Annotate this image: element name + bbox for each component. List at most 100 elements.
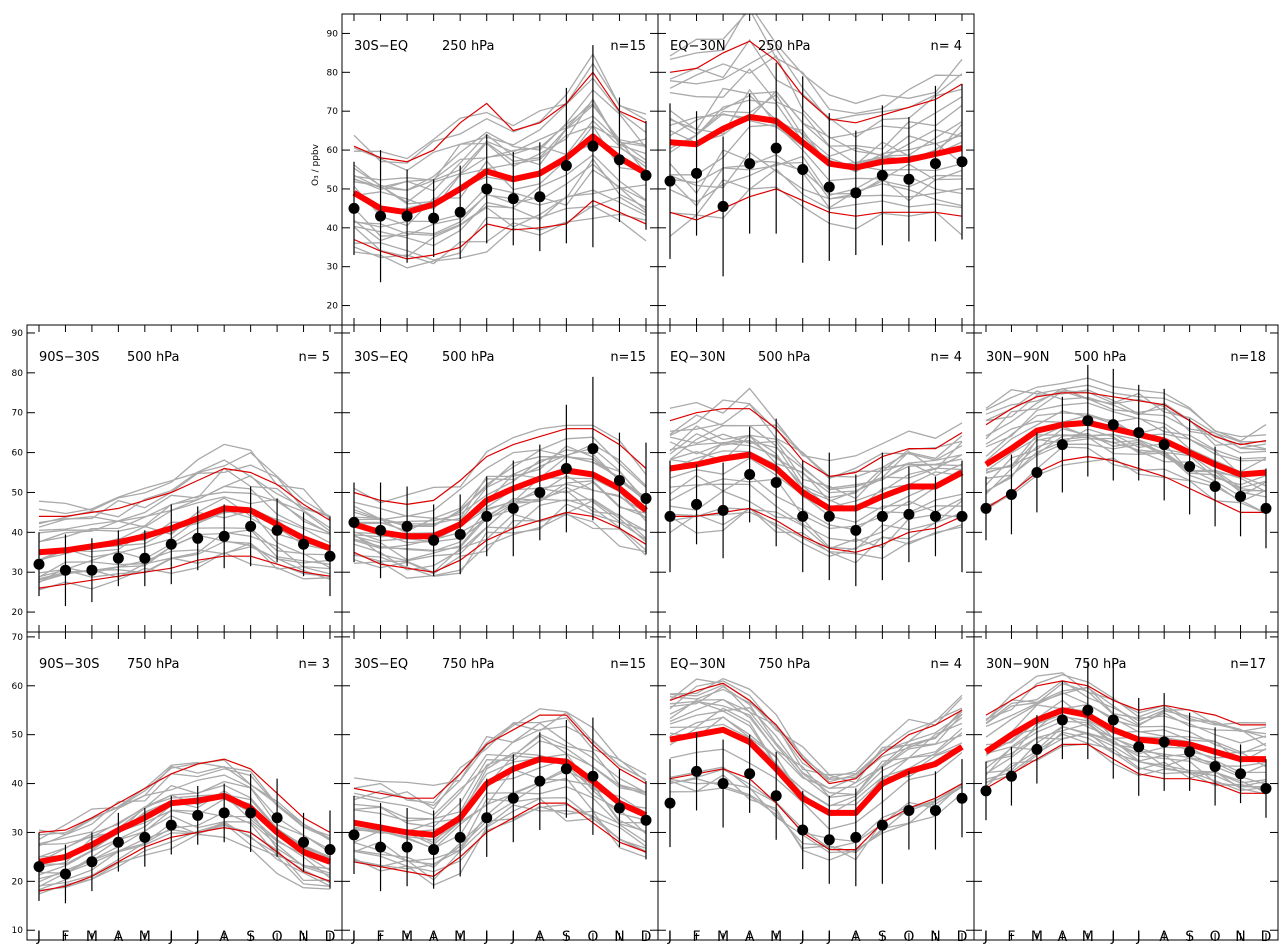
obs-point [1209, 760, 1221, 772]
panel-region-label: EQ−30N [670, 39, 726, 54]
ensemble-line [353, 767, 647, 850]
month-label: F [1007, 929, 1015, 944]
ensemble-line [353, 499, 647, 574]
ensemble-line [669, 38, 963, 138]
model-mean-line [984, 707, 1266, 763]
month-label: A [1159, 929, 1169, 944]
plot-area [980, 661, 1272, 821]
y-tick-label: 30 [12, 568, 24, 578]
obs-point [1260, 502, 1272, 514]
ensemble-line [985, 384, 1267, 442]
obs-point [613, 154, 625, 166]
plot-area [33, 758, 336, 904]
ensemble-members [38, 759, 331, 895]
obs-point [1031, 743, 1043, 755]
ensemble-line [38, 798, 331, 870]
ensemble-line [669, 677, 963, 779]
panel-n-label: n= 4 [930, 657, 962, 672]
panel-n-label: n=17 [1230, 657, 1266, 672]
ensemble-line [353, 733, 647, 822]
panel-level-label: 750 hPa [442, 657, 494, 672]
panel-level-label: 500 hPa [758, 350, 810, 365]
obs-point [298, 836, 310, 848]
ensemble-line [353, 513, 647, 579]
panel-frame [973, 631, 1279, 941]
obs-point [1056, 439, 1068, 451]
ensemble-line [669, 685, 963, 790]
panel-p_eq_30n_750: EQ−30N 750 hPa n= 4 [657, 631, 975, 941]
panel-region-label: 30S−EQ [354, 350, 408, 365]
month-label: S [562, 929, 571, 944]
obs-point [192, 809, 204, 821]
month-label: J [484, 929, 489, 944]
obs-point [33, 861, 45, 873]
obs-point [1235, 490, 1247, 502]
ensemble-line [353, 722, 647, 816]
obs-point [218, 530, 230, 542]
obs-point [481, 183, 493, 195]
obs-point [401, 520, 413, 532]
y-tick-label: 20 [12, 877, 24, 887]
ensemble-line [669, 748, 963, 830]
ensemble-line [670, 124, 963, 182]
ensemble-line [669, 425, 963, 491]
month-label: J [1136, 929, 1141, 944]
ensemble-line [669, 474, 963, 531]
panel-frame [341, 631, 659, 941]
y-tick-label: 60 [12, 449, 24, 459]
obs-point [560, 463, 572, 475]
month-label: J [1110, 929, 1115, 944]
obs-point [956, 156, 968, 168]
model-lower-line [38, 555, 331, 589]
obs-point [481, 812, 493, 824]
month-label: M [717, 929, 729, 944]
obs-point [664, 510, 676, 522]
ensemble-line [353, 503, 647, 577]
obs-point [717, 200, 729, 212]
ensemble-line [669, 507, 963, 558]
obs-point [903, 508, 915, 520]
ensemble-line [669, 511, 963, 560]
obs-point [956, 510, 968, 522]
ensemble-line [38, 496, 331, 543]
obs-point [218, 807, 230, 819]
month-label: M [139, 929, 151, 944]
panel-frame [341, 324, 659, 633]
panel-n-label: n=15 [610, 39, 646, 54]
plot-area [664, 387, 968, 587]
month-label: F [377, 929, 385, 944]
obs-point [112, 552, 124, 564]
obs-point [348, 516, 360, 528]
month-label: M [1031, 929, 1043, 944]
y-tick-label: 10 [12, 926, 24, 936]
obs-point [454, 206, 466, 218]
model-upper-line [669, 408, 963, 478]
month-label: J [826, 929, 831, 944]
obs-point [929, 158, 941, 170]
ensemble-line [985, 390, 1267, 450]
obs-point [33, 558, 45, 570]
obs-point [1082, 415, 1094, 427]
ensemble-line [669, 186, 963, 237]
panel-p_eq_30n_250: EQ−30N 250 hPa n= 4 [657, 13, 975, 326]
ensemble-line [985, 703, 1267, 753]
model-mean-line [353, 467, 648, 540]
ensemble-line [669, 94, 963, 158]
obs-point [1056, 714, 1068, 726]
obs-point [823, 834, 835, 846]
month-label: M [454, 929, 466, 944]
ensemble-line [985, 686, 1267, 744]
month-label: J [800, 929, 805, 944]
obs-point [587, 770, 599, 782]
obs-point [903, 173, 915, 185]
ensemble-line [38, 765, 331, 840]
ensemble-line [669, 478, 963, 530]
ensemble-line [669, 151, 963, 200]
obs-point [691, 498, 703, 510]
month-label: M [770, 929, 782, 944]
obs-point [587, 443, 599, 455]
ensemble-line [38, 451, 331, 518]
month-label: D [957, 929, 968, 944]
obs-point [770, 476, 782, 488]
